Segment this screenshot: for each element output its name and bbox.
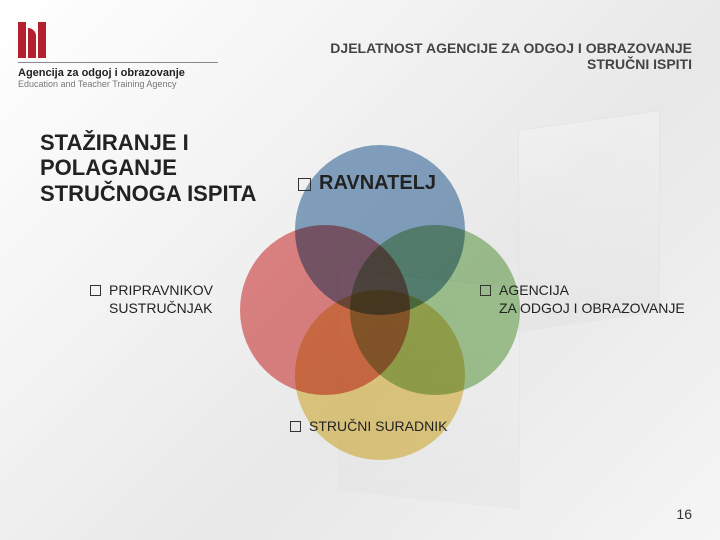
slide-header: DJELATNOST AGENCIJE ZA ODGOJ I OBRAZOVAN… — [330, 40, 692, 72]
checkbox-icon — [90, 285, 101, 296]
checkbox-icon — [298, 178, 311, 191]
logo-divider — [18, 62, 218, 63]
logo-name-en: Education and Teacher Training Agency — [18, 79, 218, 89]
checkbox-icon — [480, 285, 491, 296]
logo: Agencija za odgoj i obrazovanje Educatio… — [18, 18, 218, 89]
logo-name-hr: Agencija za odgoj i obrazovanje — [18, 67, 218, 79]
header-line-2: STRUČNI ISPITI — [330, 56, 692, 72]
bullet-label: AGENCIJA ZA ODGOJ I OBRAZOVANJE — [499, 282, 685, 317]
venn-circle-bottom — [295, 290, 465, 460]
logo-mark-icon — [18, 18, 218, 58]
header-line-1: DJELATNOST AGENCIJE ZA ODGOJ I OBRAZOVAN… — [330, 40, 692, 56]
bullet-ravnatelj: RAVNATELJ — [298, 172, 436, 195]
checkbox-icon — [290, 421, 301, 432]
bullet-label: STRUČNI SURADNIK — [309, 418, 447, 434]
page-number: 16 — [676, 506, 692, 522]
bullet-agencija: AGENCIJA ZA ODGOJ I OBRAZOVANJE — [480, 282, 685, 317]
bullet-strucni-suradnik: STRUČNI SURADNIK — [290, 418, 447, 434]
bullet-pripravnikov: PRIPRAVNIKOV SUSTRUČNJAK — [90, 282, 213, 317]
bullet-label: PRIPRAVNIKOV SUSTRUČNJAK — [109, 282, 213, 317]
bullet-label: RAVNATELJ — [319, 172, 436, 195]
